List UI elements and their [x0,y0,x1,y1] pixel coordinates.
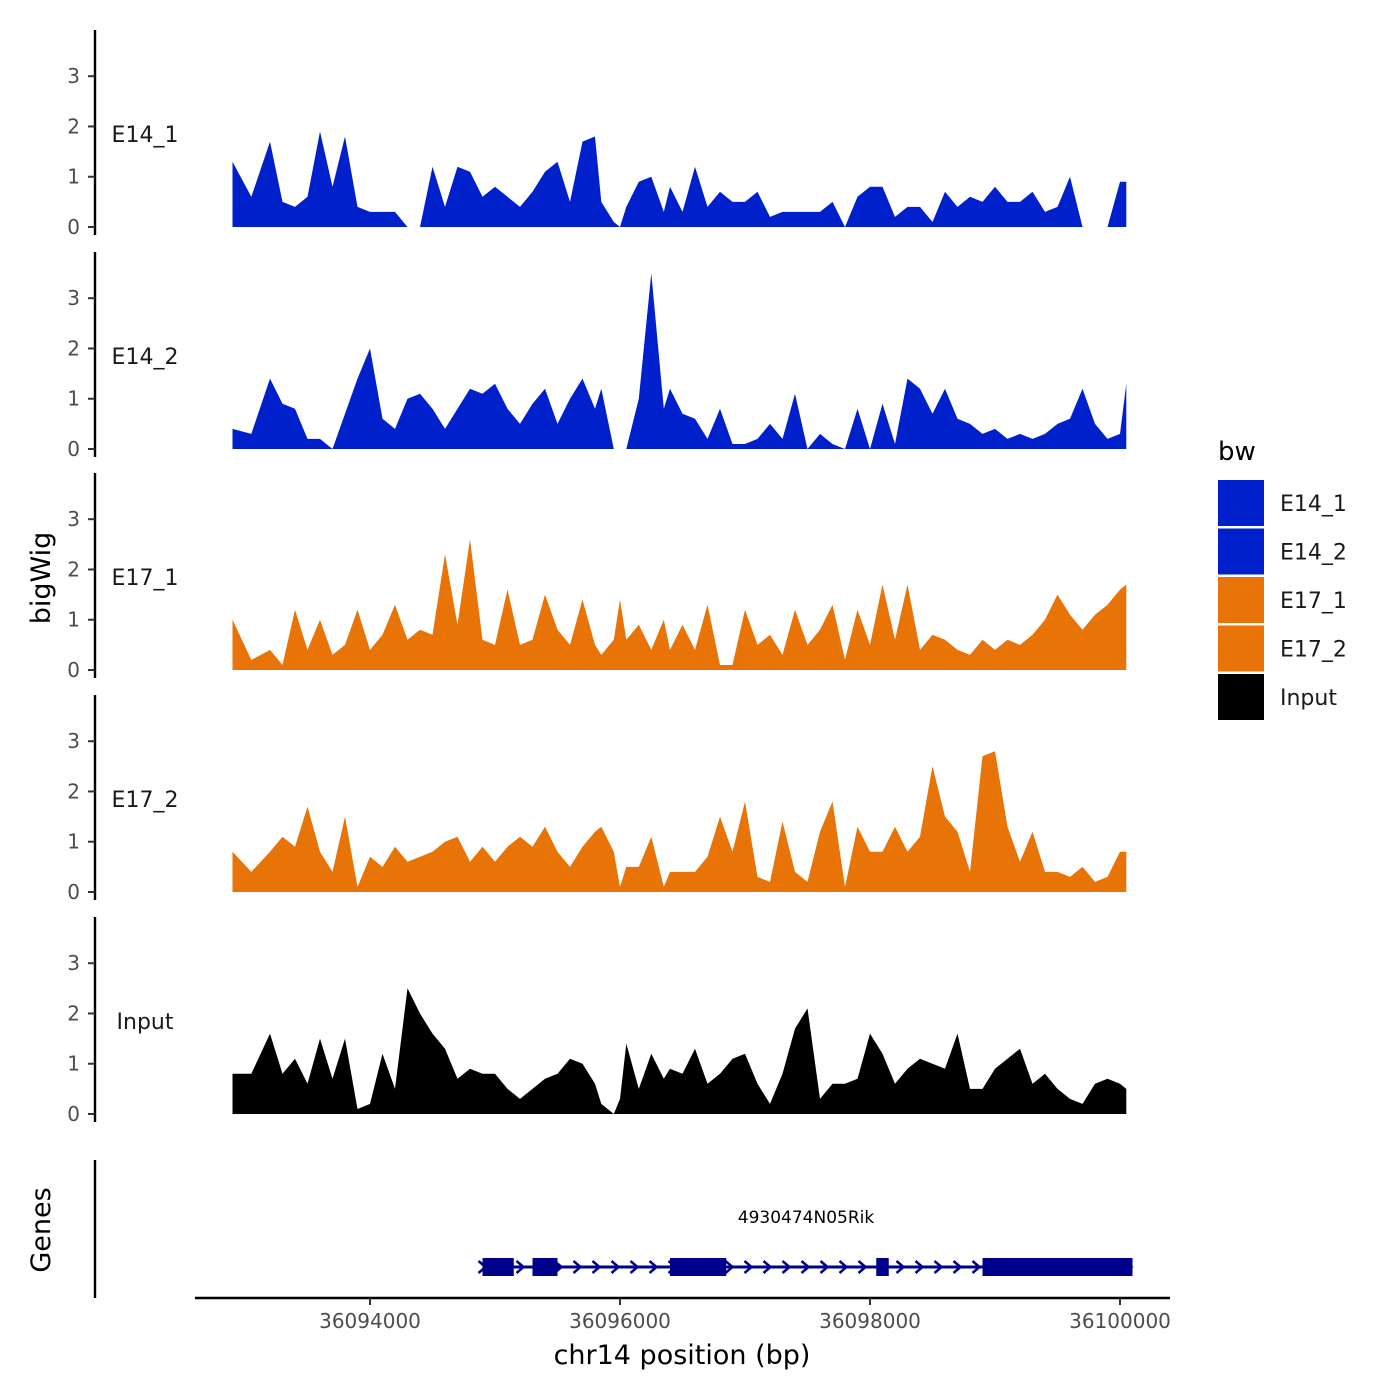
y-tick-label: 0 [67,437,80,461]
track-e17-1: 0 1 2 3 E17_1 [67,473,1127,682]
legend-label: E17_1 [1280,589,1347,614]
strand-arrow [629,1260,640,1274]
track-label: E14_2 [112,345,179,370]
y-tick-label: 0 [67,1102,80,1126]
y-tick-label: 1 [67,830,80,854]
gene-track-label: Genes [26,1187,57,1272]
strand-arrow [591,1260,602,1274]
y-tick-label: 3 [67,951,80,975]
x-tick-label: 36094000 [319,1309,421,1333]
y-tick-label: 0 [67,215,80,239]
strand-arrow [971,1260,982,1274]
legend-label: E14_1 [1280,492,1347,517]
y-tick-label: 2 [67,114,80,138]
y-tick-label: 3 [67,64,80,88]
legend-label: E17_2 [1280,638,1347,663]
coverage-area-e14-2 [232,273,1127,449]
track-label: Input [117,1010,174,1035]
y-tick-label: 3 [67,507,80,531]
y-tick-label: 3 [67,729,80,753]
x-axis: 36094000 36096000 36098000 36100000 [195,1296,1171,1333]
strand-arrow [515,1260,526,1274]
coverage-area-e17-1 [232,539,1127,670]
x-tick-label: 36100000 [1069,1309,1171,1333]
legend-swatch [1218,480,1264,526]
y-tick-label: 2 [67,779,80,803]
strand-arrow [952,1260,963,1274]
gene-exon [876,1258,889,1276]
legend-swatch [1218,577,1264,623]
y-tick-label: 1 [67,387,80,411]
gene-exon [532,1258,558,1276]
gene-exon [982,1258,1133,1276]
strand-arrow [914,1260,925,1274]
strand-arrow [743,1260,754,1274]
legend-swatch [1218,674,1264,720]
strand-arrow [572,1260,583,1274]
strand-arrow [781,1260,792,1274]
gene-name-label: 4930474N05Rik [738,1208,875,1228]
strand-arrow [857,1260,868,1274]
y-tick-label: 2 [67,1001,80,1025]
strand-arrow [648,1260,659,1274]
coverage-tracks: 0 1 2 3 E14_1 0 1 2 3 E14_2 0 1 2 3 E17_1 0 1 2 3 E17_2 0 1 2 3… [67,30,1127,1126]
y-tick-label: 2 [67,336,80,360]
track-input: 0 1 2 3 Input [67,917,1127,1126]
strand-arrow [819,1260,830,1274]
y-tick-label: 3 [67,286,80,310]
legend-title: bw [1218,437,1256,467]
gene-track: 4930474N05Rik [93,1160,1134,1298]
track-label: E17_2 [112,788,179,813]
track-e14-2: 0 1 2 3 E14_2 [67,252,1127,461]
y-axis-title: bigWig [26,532,57,625]
track-label: E14_1 [112,123,179,148]
x-tick-label: 36098000 [819,1309,921,1333]
y-tick-label: 0 [67,658,80,682]
strand-arrow [838,1260,849,1274]
coverage-area-e14-1 [232,131,1127,227]
y-tick-label: 2 [67,557,80,581]
legend-label: Input [1280,686,1337,711]
gene-exon [482,1258,514,1276]
gene-exon [670,1258,727,1276]
legend-swatch [1218,528,1264,575]
strand-arrow [610,1260,621,1274]
strand-arrow [895,1260,906,1274]
strand-arrow [762,1260,773,1274]
y-tick-label: 1 [67,165,80,189]
track-label: E17_1 [112,566,179,591]
y-tick-label: 1 [67,1052,80,1076]
coverage-area-e17-2 [232,751,1127,892]
track-e14-1: 0 1 2 3 E14_1 [67,30,1127,239]
y-tick-label: 0 [67,880,80,904]
legend-swatch [1218,625,1264,672]
x-tick-label: 36096000 [569,1309,671,1333]
y-tick-label: 1 [67,608,80,632]
legend: E14_1 E14_2 E17_1 E17_2 Input [1218,480,1347,720]
track-e17-2: 0 1 2 3 E17_2 [67,695,1127,904]
coverage-area-input [232,988,1127,1114]
strand-arrow [724,1260,735,1274]
legend-label: E14_2 [1280,541,1347,566]
strand-arrow [800,1260,811,1274]
strand-arrow [933,1260,944,1274]
x-axis-title: chr14 position (bp) [554,1340,811,1371]
